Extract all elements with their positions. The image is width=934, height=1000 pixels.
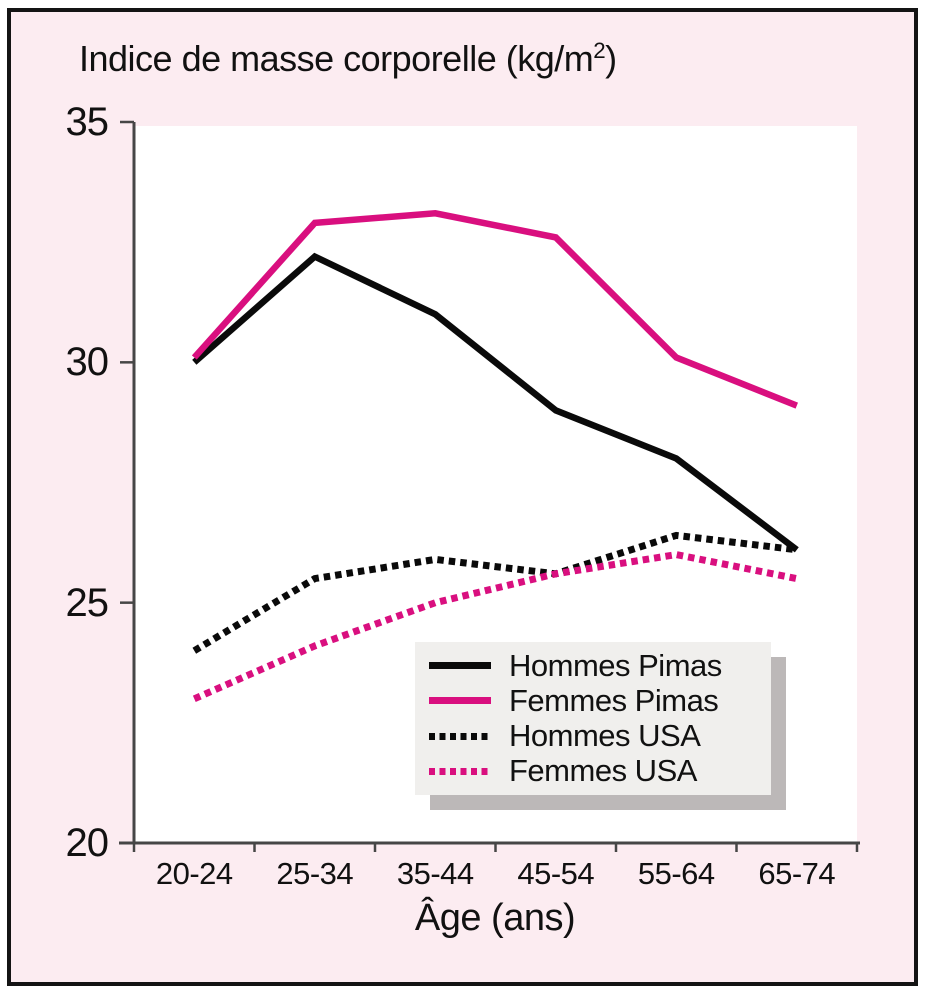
- legend: Hommes Pimas Femmes Pimas Hommes USA Fem…: [415, 642, 771, 795]
- chart-title-text: Indice de masse corporelle (kg/m: [79, 38, 594, 79]
- chart-title-suffix: ): [605, 38, 617, 79]
- legend-line-sample-solid-magenta: [429, 697, 491, 705]
- x-tick-label: 65-74: [758, 856, 836, 891]
- legend-label: Femmes USA: [509, 753, 697, 789]
- x-tick-label: 45-54: [517, 856, 595, 891]
- x-axis-title: Âge (ans): [414, 897, 576, 939]
- y-tick-label: 25: [65, 580, 110, 625]
- chart-title: Indice de masse corporelle (kg/m2): [79, 38, 617, 80]
- legend-item-femmes-pimas: Femmes Pimas: [415, 682, 771, 718]
- x-tick-label: 55-64: [637, 856, 715, 891]
- x-tick-label: 35-44: [396, 856, 474, 891]
- legend-line-sample-dotted-black: [429, 732, 491, 740]
- y-tick-label: 35: [65, 100, 110, 144]
- legend-label: Hommes USA: [509, 718, 701, 754]
- legend-item-hommes-pimas: Hommes Pimas: [415, 647, 771, 683]
- legend-label: Hommes Pimas: [509, 647, 722, 683]
- y-tick-label: 30: [65, 340, 110, 385]
- legend-line-sample-dotted-magenta: [429, 767, 491, 775]
- legend-item-hommes-usa: Hommes USA: [415, 719, 771, 753]
- chart-title-superscript: 2: [593, 38, 606, 63]
- chart-frame: [7, 8, 918, 986]
- y-tick-label: 20: [65, 821, 110, 865]
- legend-line-sample-solid-black: [429, 662, 491, 670]
- x-tick-label: 20-24: [155, 856, 233, 891]
- legend-item-femmes-usa: Femmes USA: [415, 754, 771, 788]
- legend-label: Femmes Pimas: [509, 682, 719, 718]
- x-tick-label: 25-34: [276, 856, 354, 891]
